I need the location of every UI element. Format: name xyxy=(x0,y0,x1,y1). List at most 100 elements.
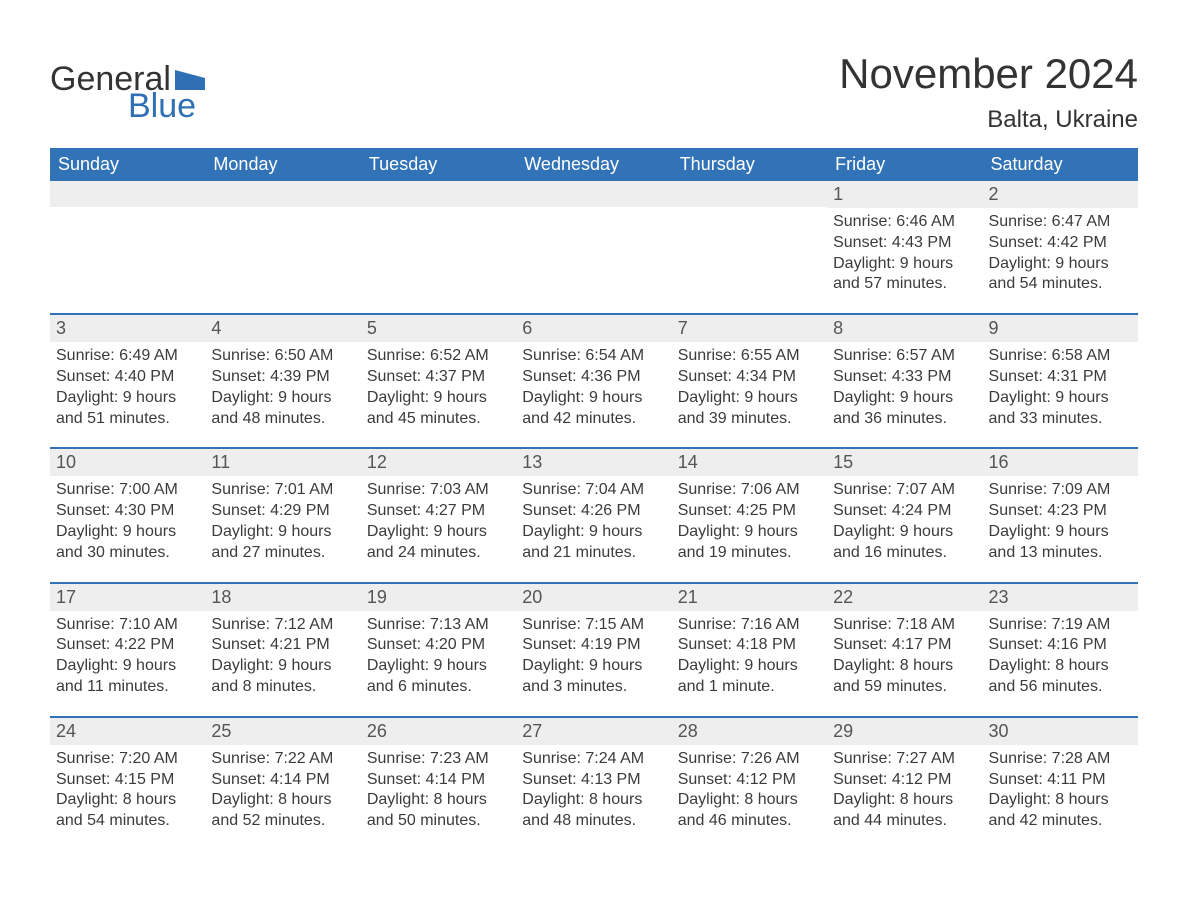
daylight-text-line1: Daylight: 8 hours xyxy=(367,790,510,811)
daylight-text-line2: and 42 minutes. xyxy=(522,409,665,430)
daylight-text-line1: Daylight: 8 hours xyxy=(522,790,665,811)
sunset-text: Sunset: 4:31 PM xyxy=(989,367,1132,388)
sunset-text: Sunset: 4:23 PM xyxy=(989,501,1132,522)
calendar-day: 25Sunrise: 7:22 AMSunset: 4:14 PMDayligh… xyxy=(205,718,360,850)
day-number: 2 xyxy=(983,181,1138,208)
day-number: 25 xyxy=(205,718,360,745)
day-number: 12 xyxy=(361,449,516,476)
sunset-text: Sunset: 4:16 PM xyxy=(989,635,1132,656)
daylight-text-line2: and 57 minutes. xyxy=(833,274,976,295)
calendar-week: 17Sunrise: 7:10 AMSunset: 4:22 PMDayligh… xyxy=(50,582,1138,716)
calendar-day: 18Sunrise: 7:12 AMSunset: 4:21 PMDayligh… xyxy=(205,584,360,716)
day-number xyxy=(205,181,360,207)
daylight-text-line2: and 51 minutes. xyxy=(56,409,199,430)
calendar-day: 22Sunrise: 7:18 AMSunset: 4:17 PMDayligh… xyxy=(827,584,982,716)
daylight-text-line2: and 19 minutes. xyxy=(678,543,821,564)
calendar-day: 6Sunrise: 6:54 AMSunset: 4:36 PMDaylight… xyxy=(516,315,671,447)
day-details: Sunrise: 6:52 AMSunset: 4:37 PMDaylight:… xyxy=(361,342,516,429)
calendar-day: 4Sunrise: 6:50 AMSunset: 4:39 PMDaylight… xyxy=(205,315,360,447)
sunset-text: Sunset: 4:22 PM xyxy=(56,635,199,656)
day-details: Sunrise: 7:01 AMSunset: 4:29 PMDaylight:… xyxy=(205,476,360,563)
daylight-text-line2: and 27 minutes. xyxy=(211,543,354,564)
daylight-text-line2: and 24 minutes. xyxy=(367,543,510,564)
daylight-text-line2: and 11 minutes. xyxy=(56,677,199,698)
sunrise-text: Sunrise: 6:49 AM xyxy=(56,346,199,367)
day-number: 18 xyxy=(205,584,360,611)
sunrise-text: Sunrise: 6:52 AM xyxy=(367,346,510,367)
day-number: 21 xyxy=(672,584,827,611)
daylight-text-line2: and 48 minutes. xyxy=(211,409,354,430)
day-details: Sunrise: 7:03 AMSunset: 4:27 PMDaylight:… xyxy=(361,476,516,563)
sunrise-text: Sunrise: 7:26 AM xyxy=(678,749,821,770)
sunset-text: Sunset: 4:12 PM xyxy=(678,770,821,791)
daylight-text-line2: and 8 minutes. xyxy=(211,677,354,698)
sunrise-text: Sunrise: 6:50 AM xyxy=(211,346,354,367)
sunset-text: Sunset: 4:14 PM xyxy=(367,770,510,791)
calendar-day-empty xyxy=(50,181,205,313)
brand-logo: General Blue xyxy=(50,60,205,126)
sunset-text: Sunset: 4:20 PM xyxy=(367,635,510,656)
calendar-day: 11Sunrise: 7:01 AMSunset: 4:29 PMDayligh… xyxy=(205,449,360,581)
sunset-text: Sunset: 4:19 PM xyxy=(522,635,665,656)
calendar-day: 24Sunrise: 7:20 AMSunset: 4:15 PMDayligh… xyxy=(50,718,205,850)
day-details: Sunrise: 7:15 AMSunset: 4:19 PMDaylight:… xyxy=(516,611,671,698)
day-details: Sunrise: 6:55 AMSunset: 4:34 PMDaylight:… xyxy=(672,342,827,429)
sunset-text: Sunset: 4:34 PM xyxy=(678,367,821,388)
calendar-day: 21Sunrise: 7:16 AMSunset: 4:18 PMDayligh… xyxy=(672,584,827,716)
daylight-text-line2: and 48 minutes. xyxy=(522,811,665,832)
day-details: Sunrise: 7:09 AMSunset: 4:23 PMDaylight:… xyxy=(983,476,1138,563)
day-details: Sunrise: 7:07 AMSunset: 4:24 PMDaylight:… xyxy=(827,476,982,563)
day-number: 5 xyxy=(361,315,516,342)
day-details: Sunrise: 7:13 AMSunset: 4:20 PMDaylight:… xyxy=(361,611,516,698)
daylight-text-line1: Daylight: 9 hours xyxy=(989,254,1132,275)
sunrise-text: Sunrise: 7:09 AM xyxy=(989,480,1132,501)
day-number xyxy=(361,181,516,207)
calendar-week: 10Sunrise: 7:00 AMSunset: 4:30 PMDayligh… xyxy=(50,447,1138,581)
day-details: Sunrise: 7:23 AMSunset: 4:14 PMDaylight:… xyxy=(361,745,516,832)
day-number: 24 xyxy=(50,718,205,745)
sunrise-text: Sunrise: 7:28 AM xyxy=(989,749,1132,770)
sunset-text: Sunset: 4:29 PM xyxy=(211,501,354,522)
daylight-text-line2: and 39 minutes. xyxy=(678,409,821,430)
daylight-text-line1: Daylight: 9 hours xyxy=(522,656,665,677)
day-details: Sunrise: 7:06 AMSunset: 4:25 PMDaylight:… xyxy=(672,476,827,563)
calendar-day: 14Sunrise: 7:06 AMSunset: 4:25 PMDayligh… xyxy=(672,449,827,581)
sunset-text: Sunset: 4:12 PM xyxy=(833,770,976,791)
day-number: 14 xyxy=(672,449,827,476)
daylight-text-line1: Daylight: 9 hours xyxy=(211,656,354,677)
calendar-week: 24Sunrise: 7:20 AMSunset: 4:15 PMDayligh… xyxy=(50,716,1138,850)
calendar-day: 9Sunrise: 6:58 AMSunset: 4:31 PMDaylight… xyxy=(983,315,1138,447)
calendar-day: 10Sunrise: 7:00 AMSunset: 4:30 PMDayligh… xyxy=(50,449,205,581)
daylight-text-line2: and 42 minutes. xyxy=(989,811,1132,832)
weekday-header-row: Sunday Monday Tuesday Wednesday Thursday… xyxy=(50,148,1138,181)
sunset-text: Sunset: 4:13 PM xyxy=(522,770,665,791)
day-details: Sunrise: 7:24 AMSunset: 4:13 PMDaylight:… xyxy=(516,745,671,832)
sunrise-text: Sunrise: 6:57 AM xyxy=(833,346,976,367)
day-details: Sunrise: 6:54 AMSunset: 4:36 PMDaylight:… xyxy=(516,342,671,429)
daylight-text-line1: Daylight: 9 hours xyxy=(678,656,821,677)
calendar-day: 7Sunrise: 6:55 AMSunset: 4:34 PMDaylight… xyxy=(672,315,827,447)
daylight-text-line2: and 45 minutes. xyxy=(367,409,510,430)
daylight-text-line2: and 1 minute. xyxy=(678,677,821,698)
sunset-text: Sunset: 4:15 PM xyxy=(56,770,199,791)
daylight-text-line1: Daylight: 9 hours xyxy=(522,522,665,543)
daylight-text-line1: Daylight: 8 hours xyxy=(211,790,354,811)
sunrise-text: Sunrise: 6:58 AM xyxy=(989,346,1132,367)
calendar-week: 3Sunrise: 6:49 AMSunset: 4:40 PMDaylight… xyxy=(50,313,1138,447)
daylight-text-line2: and 36 minutes. xyxy=(833,409,976,430)
day-number: 8 xyxy=(827,315,982,342)
day-number xyxy=(50,181,205,207)
weekday-header: Wednesday xyxy=(516,148,671,181)
calendar-day: 20Sunrise: 7:15 AMSunset: 4:19 PMDayligh… xyxy=(516,584,671,716)
daylight-text-line2: and 52 minutes. xyxy=(211,811,354,832)
sunrise-text: Sunrise: 7:01 AM xyxy=(211,480,354,501)
location-label: Balta, Ukraine xyxy=(839,106,1138,134)
day-details: Sunrise: 7:18 AMSunset: 4:17 PMDaylight:… xyxy=(827,611,982,698)
calendar-day: 23Sunrise: 7:19 AMSunset: 4:16 PMDayligh… xyxy=(983,584,1138,716)
calendar-day: 30Sunrise: 7:28 AMSunset: 4:11 PMDayligh… xyxy=(983,718,1138,850)
sunrise-text: Sunrise: 7:16 AM xyxy=(678,615,821,636)
daylight-text-line1: Daylight: 9 hours xyxy=(989,522,1132,543)
day-details: Sunrise: 7:28 AMSunset: 4:11 PMDaylight:… xyxy=(983,745,1138,832)
sunrise-text: Sunrise: 6:54 AM xyxy=(522,346,665,367)
sunrise-text: Sunrise: 7:15 AM xyxy=(522,615,665,636)
